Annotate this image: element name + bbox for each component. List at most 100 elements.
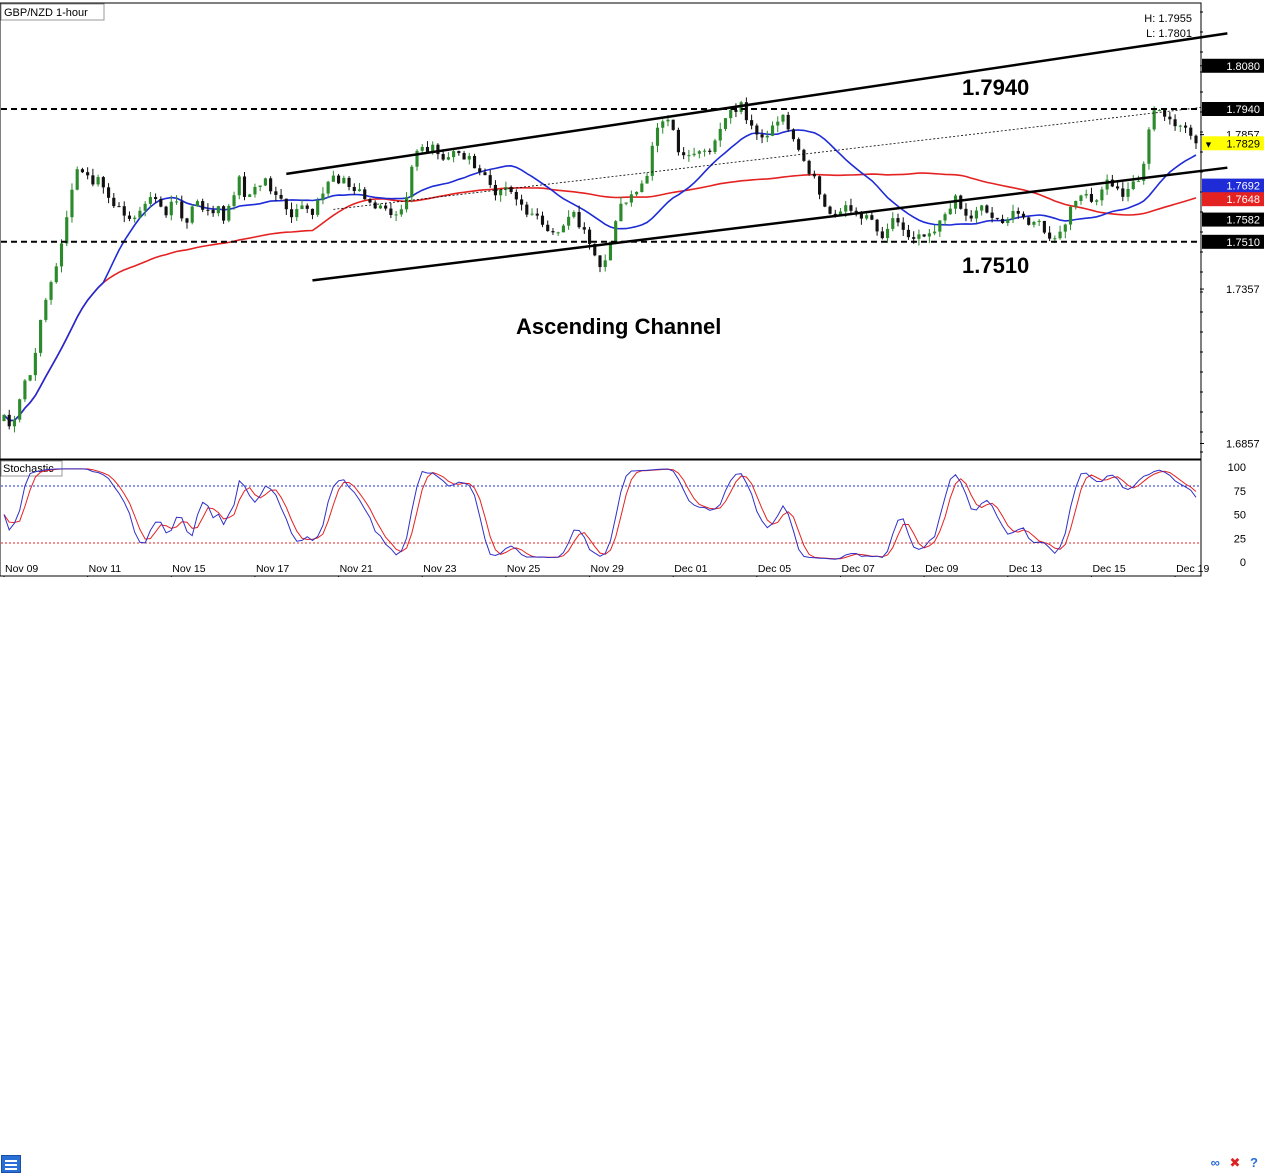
- candle: [201, 198, 205, 213]
- candle-body: [357, 189, 362, 192]
- candle: [1084, 189, 1088, 199]
- candle-body: [901, 222, 905, 230]
- candle: [122, 201, 126, 223]
- candle-body: [744, 102, 748, 121]
- candle-body: [1173, 119, 1177, 127]
- candle-body: [420, 147, 424, 151]
- candle-body: [112, 197, 116, 207]
- price-tag-label: 1.7582: [1226, 215, 1260, 227]
- candle: [786, 111, 790, 132]
- candle: [164, 205, 168, 218]
- channel-lower-line[interactable]: [312, 166, 1228, 282]
- candle-body: [180, 201, 184, 219]
- candle-body: [603, 260, 607, 268]
- candle: [770, 121, 775, 137]
- menu-icon[interactable]: [1, 1155, 21, 1173]
- candle: [849, 198, 853, 214]
- candle: [415, 149, 419, 171]
- time-axis-date-label: Nov 21: [340, 563, 373, 575]
- candle-body: [776, 121, 780, 126]
- time-axis-date-label: Nov 29: [591, 563, 624, 575]
- stochastic-pane[interactable]: [0, 459, 1202, 577]
- high-label: H: 1.7955: [1144, 13, 1192, 25]
- candle-body: [629, 194, 633, 203]
- candle: [117, 202, 121, 208]
- candle: [791, 128, 796, 142]
- candle-body: [493, 184, 498, 196]
- chart-canvas[interactable]: GBP/NZD 1-hour H: 1.7955 L: 1.7801 1.794…: [0, 0, 1265, 600]
- candle: [384, 202, 388, 211]
- candle: [765, 130, 769, 143]
- price-tag-label: 1.7648: [1226, 194, 1260, 206]
- candle: [1000, 214, 1005, 224]
- candle-body: [959, 195, 963, 209]
- candle-body: [23, 380, 27, 400]
- candle-body: [687, 155, 691, 157]
- candle-body: [117, 206, 121, 208]
- price-tag: 1.7510: [1202, 234, 1264, 249]
- candle: [274, 186, 278, 202]
- candle-body: [1058, 231, 1062, 239]
- candle: [619, 196, 623, 222]
- candle-body: [577, 212, 581, 228]
- candle: [530, 208, 534, 216]
- candle-body: [1084, 194, 1088, 196]
- candle-body: [1168, 116, 1172, 120]
- candle-body: [1095, 200, 1099, 202]
- candle-body: [849, 205, 853, 211]
- candle: [959, 194, 963, 210]
- candle: [363, 186, 367, 200]
- candle: [854, 207, 858, 217]
- close-icon[interactable]: ✖: [1229, 1155, 1244, 1170]
- candle: [425, 141, 430, 153]
- candle: [96, 174, 100, 187]
- candle-body: [211, 209, 215, 214]
- candle-body: [812, 173, 816, 177]
- candle-body: [912, 237, 916, 239]
- candle: [446, 152, 450, 161]
- candle: [1032, 220, 1036, 228]
- candle-body: [922, 234, 926, 237]
- candle: [399, 204, 403, 217]
- candle-body: [556, 232, 560, 234]
- link-icon[interactable]: ∞: [1210, 1155, 1223, 1170]
- candle-body: [122, 206, 126, 216]
- candle: [812, 170, 816, 179]
- candle: [2, 414, 6, 422]
- candle: [624, 202, 628, 206]
- candle: [378, 203, 382, 210]
- candle-body: [885, 228, 890, 239]
- candle-body: [441, 154, 445, 160]
- candle-body: [1000, 218, 1005, 224]
- candle-body: [791, 129, 796, 140]
- candle: [901, 217, 905, 237]
- candle: [394, 210, 398, 222]
- candle: [969, 210, 973, 222]
- candle: [462, 151, 466, 160]
- candle-body: [352, 186, 356, 192]
- candle: [870, 211, 874, 221]
- help-icon[interactable]: ?: [1250, 1155, 1261, 1170]
- candle: [263, 177, 267, 187]
- candle-body: [378, 205, 382, 209]
- candle: [65, 210, 69, 246]
- time-axis-date-label: Nov 09: [5, 563, 38, 575]
- candle: [671, 119, 675, 131]
- candle-body: [927, 233, 931, 237]
- candle-body: [896, 218, 900, 223]
- channel-upper-line[interactable]: [286, 32, 1228, 176]
- candle: [321, 187, 325, 205]
- candle: [1079, 194, 1083, 205]
- candle: [410, 164, 414, 203]
- candle-body: [185, 218, 189, 223]
- candle: [357, 182, 362, 192]
- candle: [499, 189, 503, 202]
- price-pane[interactable]: [0, 2, 1202, 460]
- candle: [483, 168, 487, 176]
- candle-body: [504, 187, 508, 190]
- candle: [744, 97, 748, 124]
- candle: [59, 239, 64, 273]
- candle-body: [671, 119, 675, 130]
- candle-body: [1042, 220, 1046, 233]
- stochastic-axis-label: 0: [1240, 557, 1246, 569]
